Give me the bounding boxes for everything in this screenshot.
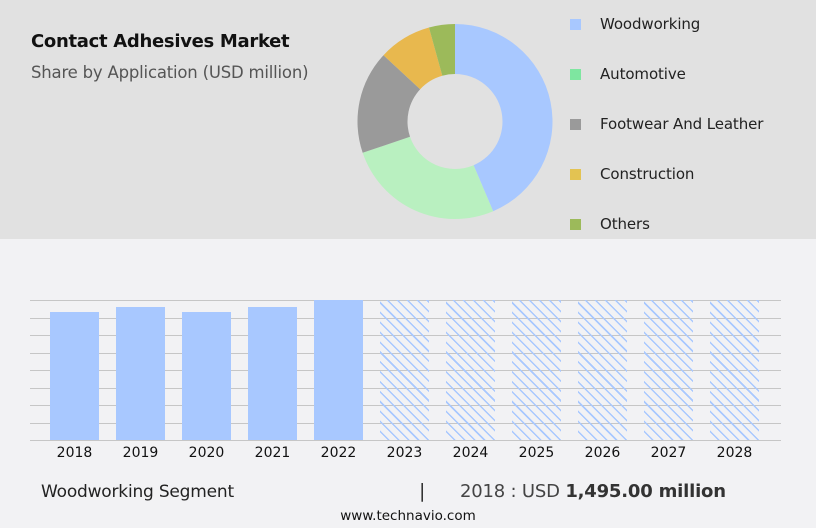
donut-slice-construction xyxy=(383,27,443,90)
legend-label: Construction xyxy=(600,165,695,183)
legend-label: Automotive xyxy=(600,65,686,83)
forecast-bar-2026 xyxy=(578,300,627,440)
segment-value-prefix: 2018 : USD xyxy=(460,481,566,502)
legend-item-construction: Construction xyxy=(570,164,810,184)
legend-item-footwear-and-leather: Footwear And Leather xyxy=(570,114,810,134)
bar-2019 xyxy=(116,307,165,440)
segment-value-amount: 1,495.00 million xyxy=(565,481,726,502)
source-url: www.technavio.com xyxy=(340,508,476,524)
x-axis-label: 2019 xyxy=(122,445,159,461)
forecast-bar-2025 xyxy=(512,300,561,440)
legend-item-automotive: Automotive xyxy=(570,64,810,84)
donut-slice-woodworking xyxy=(455,24,553,212)
x-axis-label: 2021 xyxy=(254,445,291,461)
x-axis-label: 2023 xyxy=(386,445,423,461)
legend-label: Others xyxy=(600,215,650,233)
segment-value: 2018 : USD 1,495.00 million xyxy=(460,481,726,502)
x-axis-label: 2025 xyxy=(518,445,555,461)
bar-2021 xyxy=(248,307,297,440)
legend-item-woodworking: Woodworking xyxy=(570,14,810,34)
donut-chart xyxy=(357,24,553,220)
forecast-bar-2028 xyxy=(710,300,759,440)
bar-2020 xyxy=(182,312,231,440)
footer-divider: | xyxy=(419,480,426,502)
x-axis-label: 2026 xyxy=(584,445,621,461)
donut-slice-footwear-and-leather xyxy=(357,55,421,153)
share-panel: Contact Adhesives Market Share by Applic… xyxy=(0,0,816,239)
chart-subtitle: Share by Application (USD million) xyxy=(31,63,309,82)
legend-item-others: Others xyxy=(570,214,810,234)
donut-slice-automotive xyxy=(362,136,494,220)
legend-swatch-icon xyxy=(570,19,581,30)
x-axis-label: 2022 xyxy=(320,445,357,461)
donut-slice-others xyxy=(428,24,455,76)
chart-title: Contact Adhesives Market xyxy=(31,31,290,52)
bar-chart: 2018 2019 2020 2021 2022 2023 2024 2025 2026 2027… xyxy=(0,290,816,470)
forecast-bar-2023 xyxy=(380,300,429,440)
gridline xyxy=(30,440,781,441)
forecast-bar-2027 xyxy=(644,300,693,440)
x-axis-label: 2027 xyxy=(650,445,687,461)
forecast-bar-2024 xyxy=(446,300,495,440)
legend-label: Woodworking xyxy=(600,15,701,33)
legend-swatch-icon xyxy=(570,169,581,180)
x-axis-label: 2020 xyxy=(188,445,225,461)
legend-swatch-icon xyxy=(570,69,581,80)
legend-swatch-icon xyxy=(570,219,581,230)
bar-2022 xyxy=(314,300,363,440)
x-axis-label: 2018 xyxy=(56,445,93,461)
bar-2018 xyxy=(50,312,99,440)
x-axis-label: 2024 xyxy=(452,445,489,461)
x-axis-label: 2028 xyxy=(716,445,753,461)
legend-swatch-icon xyxy=(570,119,581,130)
legend-label: Footwear And Leather xyxy=(600,115,764,133)
segment-label: Woodworking Segment xyxy=(41,482,234,502)
